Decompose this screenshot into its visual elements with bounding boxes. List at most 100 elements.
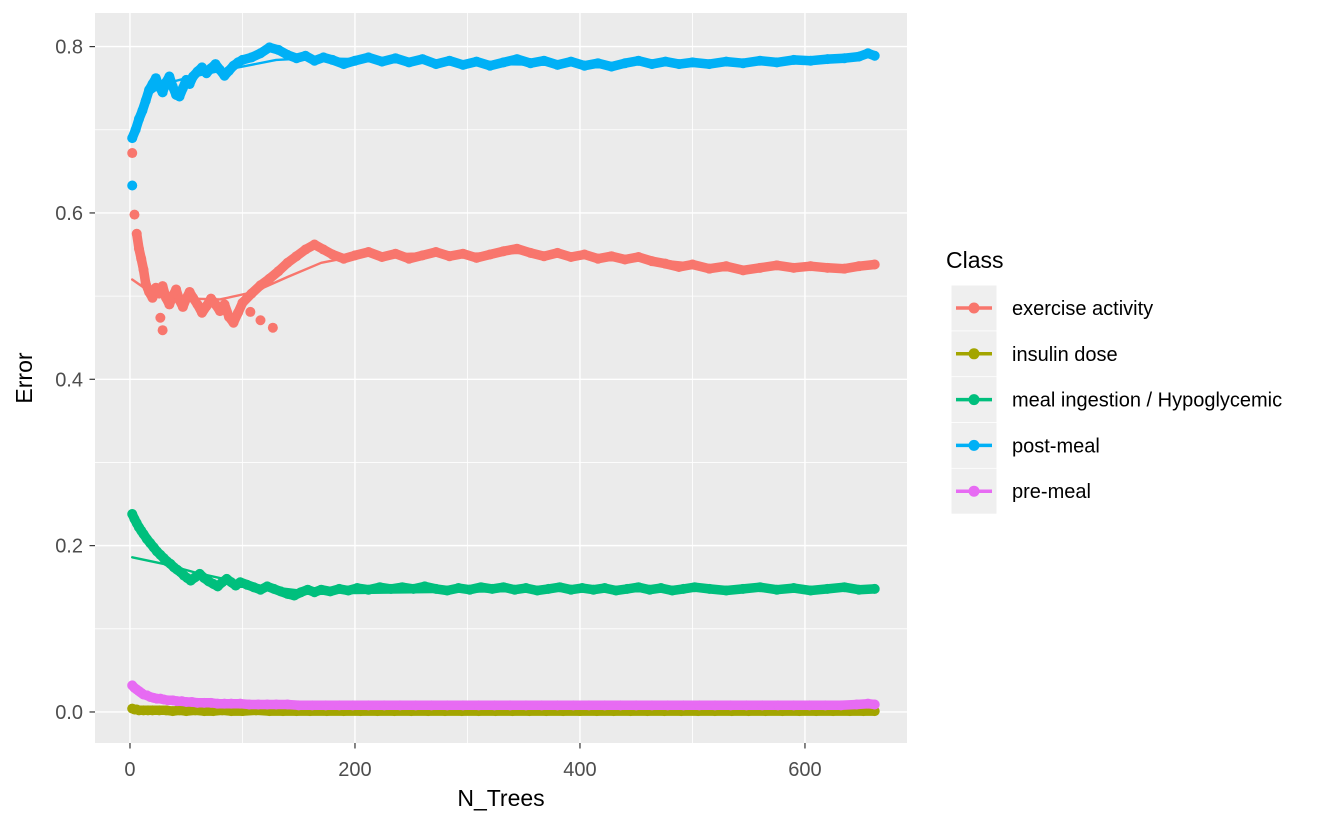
data-point bbox=[150, 73, 161, 84]
data-point bbox=[673, 262, 684, 273]
data-point bbox=[309, 239, 320, 250]
data-point bbox=[442, 585, 453, 596]
data-point bbox=[155, 312, 166, 323]
data-point bbox=[397, 582, 408, 593]
legend-item-post-meal: post-meal bbox=[951, 422, 1100, 468]
data-point bbox=[167, 81, 178, 92]
series-trend-exercise-activity bbox=[131, 251, 876, 301]
data-point bbox=[174, 91, 185, 102]
data-point bbox=[457, 59, 468, 70]
axis-ticks bbox=[89, 46, 806, 749]
data-point bbox=[509, 584, 520, 595]
series-pre-meal bbox=[127, 680, 880, 711]
data-point bbox=[543, 583, 554, 594]
series-trend-pre-meal bbox=[131, 688, 876, 707]
x-tick-label: 600 bbox=[788, 759, 821, 781]
data-point bbox=[839, 582, 850, 593]
data-point bbox=[788, 583, 799, 594]
plot-panel bbox=[95, 13, 907, 743]
data-point bbox=[273, 44, 284, 55]
y-tick-label: 0.6 bbox=[55, 203, 83, 225]
data-point bbox=[171, 284, 182, 295]
legend-key-point bbox=[968, 348, 980, 360]
data-point bbox=[376, 252, 387, 263]
data-point bbox=[291, 251, 302, 262]
data-point bbox=[771, 57, 782, 68]
legend-item-insulin-dose: insulin dose bbox=[951, 331, 1118, 377]
data-point bbox=[164, 71, 175, 82]
legend-item-label: exercise activity bbox=[1012, 298, 1153, 320]
data-point bbox=[184, 79, 195, 90]
data-point bbox=[349, 55, 360, 66]
data-point bbox=[464, 584, 475, 595]
data-point bbox=[327, 249, 338, 260]
data-point bbox=[430, 59, 441, 70]
data-point bbox=[444, 55, 455, 66]
data-point bbox=[660, 56, 671, 67]
data-point bbox=[201, 301, 212, 312]
data-point bbox=[219, 299, 230, 310]
legend-item-label: insulin dose bbox=[1012, 344, 1118, 366]
y-tick-label: 0.0 bbox=[55, 702, 83, 724]
legend: Class exercise activity insulin dose meal i… bbox=[946, 247, 1282, 514]
series-trend-meal-ingestion-hypoglycemic bbox=[131, 556, 876, 595]
data-point bbox=[738, 58, 749, 69]
data-point bbox=[264, 42, 275, 53]
data-point bbox=[136, 253, 147, 264]
data-point bbox=[157, 325, 168, 336]
data-point bbox=[133, 243, 144, 254]
data-point bbox=[192, 299, 203, 310]
x-tick-label: 400 bbox=[563, 759, 596, 781]
data-point bbox=[131, 228, 142, 239]
data-point bbox=[498, 57, 509, 68]
data-point bbox=[475, 582, 486, 593]
data-point bbox=[471, 56, 482, 67]
series-meal-ingestion-hypoglycemic bbox=[127, 509, 880, 601]
data-point bbox=[157, 281, 168, 292]
data-point bbox=[376, 56, 387, 67]
legend-key-point bbox=[968, 485, 980, 497]
series-post-meal bbox=[127, 42, 880, 191]
data-point bbox=[282, 49, 293, 60]
y-axis-title: Error bbox=[11, 352, 37, 403]
data-point bbox=[228, 317, 239, 328]
data-point bbox=[869, 50, 880, 61]
data-point bbox=[237, 54, 248, 65]
data-point bbox=[255, 48, 266, 59]
data-point bbox=[430, 247, 441, 258]
legend-item-meal-ingestion-hypoglycemic: meal ingestion / Hypoglycemic bbox=[951, 377, 1282, 423]
y-tick-label: 0.2 bbox=[55, 536, 83, 558]
data-point bbox=[255, 315, 266, 326]
data-point bbox=[164, 299, 175, 310]
data-point bbox=[318, 244, 329, 255]
x-axis-title: N_Trees bbox=[457, 785, 544, 811]
data-point bbox=[538, 55, 549, 66]
data-point bbox=[138, 264, 149, 275]
data-point bbox=[417, 250, 428, 261]
data-point bbox=[246, 52, 257, 63]
legend-item-label: meal ingestion / Hypoglycemic bbox=[1012, 390, 1282, 412]
data-point bbox=[157, 87, 168, 98]
y-tick-label: 0.8 bbox=[55, 37, 83, 59]
legend-item-label: pre-meal bbox=[1012, 481, 1091, 503]
data-point bbox=[282, 257, 293, 268]
data-point bbox=[471, 252, 482, 263]
data-point bbox=[839, 53, 850, 64]
data-point bbox=[237, 297, 248, 308]
data-point bbox=[403, 253, 414, 264]
data-point bbox=[232, 307, 243, 318]
legend-key-point bbox=[968, 394, 980, 406]
data-point bbox=[245, 306, 256, 317]
data-point bbox=[419, 581, 430, 592]
legend-item-exercise-activity: exercise activity bbox=[951, 285, 1153, 331]
data-point bbox=[484, 60, 495, 71]
data-point bbox=[805, 55, 816, 66]
data-point bbox=[498, 582, 509, 593]
data-point bbox=[511, 54, 522, 65]
legend-title: Class bbox=[946, 247, 1004, 273]
data-point bbox=[267, 322, 278, 333]
data-point bbox=[127, 180, 138, 191]
legend-item-pre-meal: pre-meal bbox=[951, 468, 1091, 514]
data-point bbox=[352, 583, 363, 594]
